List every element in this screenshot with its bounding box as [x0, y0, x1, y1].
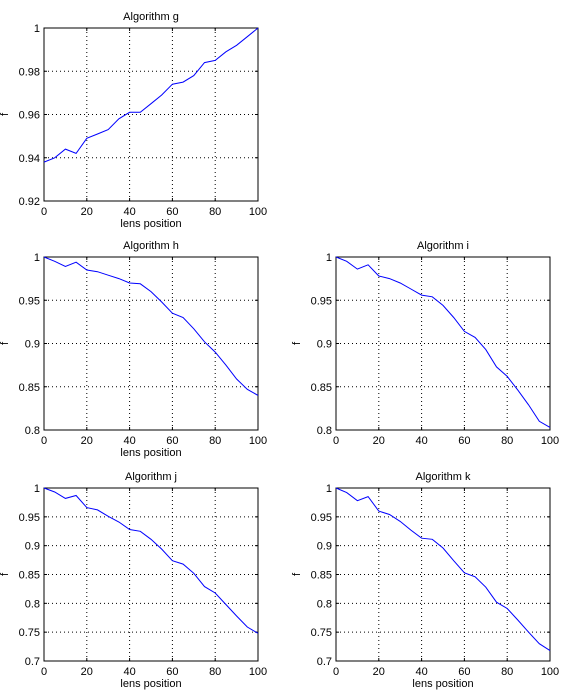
y-tick-label: 0.95	[311, 512, 332, 524]
x-tick-label: 40	[415, 666, 427, 678]
y-tick-label: 0.75	[19, 627, 40, 639]
x-tick-label: 20	[81, 435, 93, 447]
x-tick-label: 100	[249, 206, 267, 218]
x-tick-label: 20	[373, 666, 385, 678]
x-tick-label: 60	[166, 206, 178, 218]
y-tick-label: 1	[34, 483, 40, 495]
x-tick-label: 80	[501, 666, 513, 678]
y-tick-label: 1	[326, 252, 332, 264]
x-tick-label: 20	[81, 666, 93, 678]
chart-title: Algorithm i	[417, 240, 469, 252]
series-line	[335, 487, 551, 652]
x-tick-label: 40	[123, 206, 135, 218]
x-tick-label: 100	[541, 666, 559, 678]
y-tick-label: 0.94	[19, 153, 40, 165]
x-tick-label: 80	[501, 435, 513, 447]
x-tick-label: 80	[209, 206, 221, 218]
y-axis-label: f	[0, 112, 11, 116]
chart-k: 0 20 40 60 80 100 0.7 0.75 0.8 0.85 0.9 0.95 1 Algori…	[291, 471, 559, 690]
y-axis-label: f	[291, 341, 303, 345]
y-tick-label: 0.9	[317, 339, 332, 351]
x-axis-label: lens position	[120, 218, 181, 230]
y-tick-label: 1	[34, 23, 40, 35]
y-tick-label: 0.92	[19, 196, 40, 208]
chart-title: Algorithm h	[123, 240, 179, 252]
x-axis-label: lens position	[120, 678, 181, 690]
y-tick-label: 1	[326, 483, 332, 495]
x-tick-label: 0	[333, 435, 339, 447]
x-tick-label: 60	[166, 435, 178, 447]
x-tick-label: 0	[41, 666, 47, 678]
y-tick-label: 0.95	[311, 295, 332, 307]
x-tick-label: 80	[209, 435, 221, 447]
y-axis-label: f	[0, 341, 11, 345]
x-tick-label: 60	[458, 666, 470, 678]
x-tick-label: 60	[166, 666, 178, 678]
y-tick-label: 0.8	[25, 598, 40, 610]
x-tick-label: 100	[249, 666, 267, 678]
chart-title: Algorithm j	[125, 471, 177, 483]
series-line	[335, 256, 551, 428]
chart-h: 0 20 40 60 80 100 0.8 0.85 0.9 0.95 1 Algorithm h le…	[0, 240, 267, 459]
y-tick-label: 0.8	[25, 425, 40, 437]
y-axis-label: f	[0, 572, 11, 576]
y-tick-label: 0.75	[311, 627, 332, 639]
y-tick-label: 0.85	[311, 382, 332, 394]
y-tick-label: 0.7	[25, 656, 40, 668]
y-tick-label: 0.8	[317, 598, 332, 610]
x-tick-label: 100	[541, 435, 559, 447]
x-tick-label: 40	[415, 435, 427, 447]
y-tick-label: 0.9	[317, 541, 332, 553]
series-line	[43, 487, 259, 634]
y-tick-label: 1	[34, 252, 40, 264]
x-axis-label: lens position	[120, 447, 181, 459]
y-tick-label: 0.9	[25, 541, 40, 553]
x-tick-label: 40	[123, 666, 135, 678]
y-tick-label: 0.85	[19, 570, 40, 582]
y-tick-label: 0.95	[19, 295, 40, 307]
chart-title: Algorithm g	[123, 11, 179, 23]
y-tick-label: 0.96	[19, 110, 40, 122]
y-tick-label: 0.95	[19, 512, 40, 524]
y-tick-label: 0.8	[317, 425, 332, 437]
x-tick-label: 0	[41, 435, 47, 447]
chart-g: 0 20 40 60 80 100 0.92 0.94 0.96 0.98 1 Algorithm g…	[0, 11, 267, 230]
x-tick-label: 40	[123, 435, 135, 447]
x-tick-label: 80	[209, 666, 221, 678]
x-tick-label: 20	[373, 435, 385, 447]
y-tick-label: 0.85	[311, 570, 332, 582]
series-line	[43, 256, 259, 396]
y-tick-label: 0.85	[19, 382, 40, 394]
x-tick-label: 60	[458, 435, 470, 447]
x-tick-label: 100	[249, 435, 267, 447]
y-axis-label: f	[291, 572, 303, 576]
x-tick-label: 0	[41, 206, 47, 218]
x-axis-label: lens position	[412, 678, 473, 690]
chart-j: 0 20 40 60 80 100 0.7 0.75 0.8 0.85 0.9 0.95 1 Algori…	[0, 471, 267, 690]
y-tick-label: 0.98	[19, 66, 40, 78]
chart-title: Algorithm k	[415, 471, 471, 483]
x-tick-label: 0	[333, 666, 339, 678]
chart-i: 0 20 40 60 80 100 0.8 0.85 0.9 0.95 1 Algorithm i f	[291, 240, 559, 447]
y-tick-label: 0.9	[25, 339, 40, 351]
y-tick-label: 0.7	[317, 656, 332, 668]
x-tick-label: 20	[81, 206, 93, 218]
series-line	[43, 27, 259, 163]
